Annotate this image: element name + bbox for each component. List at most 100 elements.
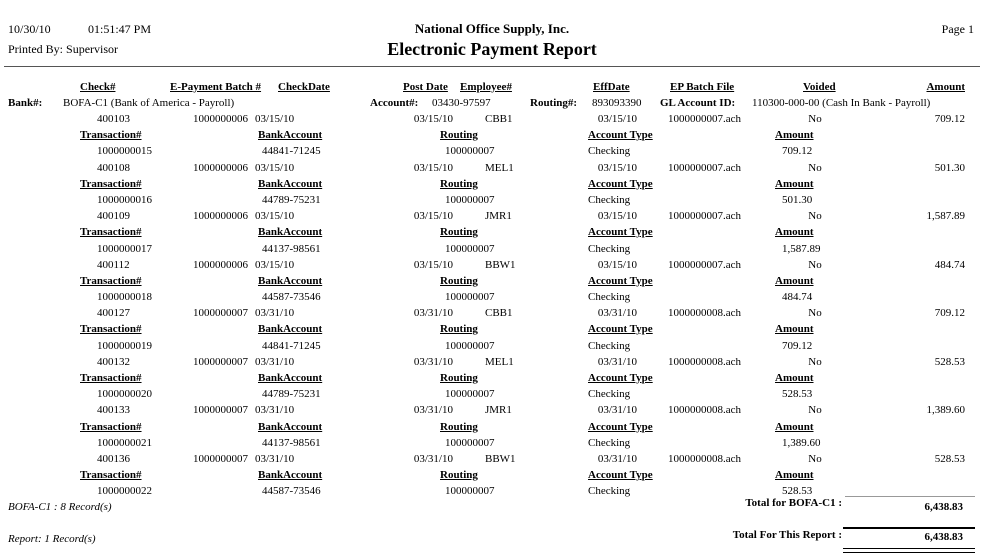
eff-date-cell: 03/15/10 [597, 113, 637, 125]
amount-cell: 709.12 [934, 307, 965, 320]
record-detail-header-row: Transaction# BankAccount Routing Account… [0, 371, 984, 387]
routing-number: 893093390 [592, 97, 642, 109]
account-type-cell: Checking [588, 436, 631, 449]
detail-header-bank-account: BankAccount [258, 274, 323, 287]
amount-cell: 484.74 [934, 258, 965, 271]
post-date-cell: 03/31/10 [413, 355, 453, 368]
amount-cell: 528.53 [934, 355, 965, 368]
account-number: 03430-97597 [432, 97, 491, 109]
records: 400103 1000000006 03/15/10 03/15/10 CBB1… [0, 112, 984, 501]
report-title: Electronic Payment Report [387, 39, 597, 59]
detail-header-amount: Amount [775, 129, 814, 142]
payment-record: 400133 1000000007 03/31/10 03/31/10 JMR1… [0, 403, 984, 452]
detail-header-routing: Routing [440, 469, 478, 482]
routing-number-label: Routing#: [530, 97, 578, 109]
detail-header-bank-account: BankAccount [258, 469, 323, 482]
eff-date-cell: 03/15/10 [597, 161, 637, 174]
bank-account-cell: 44841-71245 [262, 339, 321, 352]
transaction-number-cell: 1000000022 [97, 485, 152, 498]
detail-header-bank-account: BankAccount [258, 177, 323, 190]
eff-date-cell: 03/31/10 [597, 307, 637, 320]
transaction-number-cell: 1000000019 [97, 339, 152, 352]
detail-header-transaction: Transaction# [80, 226, 142, 239]
account-type-cell: Checking [588, 291, 631, 304]
col-header-epayment-batch: E-Payment Batch # [170, 81, 262, 93]
col-header-post-date: Post Date [403, 81, 448, 93]
post-date-cell: 03/15/10 [413, 161, 453, 174]
epayment-batch-cell: 1000000006 [193, 258, 248, 271]
post-date-cell: 03/31/10 [413, 452, 453, 465]
check-date-cell: 03/15/10 [255, 210, 295, 223]
record-main-row: 400109 1000000006 03/15/10 03/15/10 JMR1… [0, 209, 984, 225]
record-detail-header-row: Transaction# BankAccount Routing Account… [0, 322, 984, 338]
detail-header-account-type: Account Type [588, 323, 653, 336]
detail-header-transaction: Transaction# [80, 129, 142, 142]
record-detail-value-row: 1000000015 44841-71245 100000007 Checkin… [0, 144, 984, 160]
check-date-cell: 03/15/10 [255, 161, 295, 174]
detail-header-routing: Routing [440, 274, 478, 287]
check-date-cell: 03/15/10 [255, 113, 295, 125]
payment-record: 400127 1000000007 03/31/10 03/31/10 CBB1… [0, 306, 984, 355]
record-detail-value-row: 1000000022 44587-73546 100000007 Checkin… [0, 484, 984, 500]
ep-batch-file-cell: 1000000008.ach [668, 404, 742, 417]
detail-header-account-type: Account Type [588, 274, 653, 287]
detail-amount-cell: 501.30 [782, 193, 813, 206]
detail-header-amount: Amount [775, 177, 814, 190]
payment-record: 400112 1000000006 03/15/10 03/15/10 BBW1… [0, 258, 984, 307]
bank-name: BOFA-C1 (Bank of America - Payroll) [63, 97, 235, 109]
report-total-double-rule [843, 548, 975, 553]
record-main-row: 400127 1000000007 03/31/10 03/31/10 CBB1… [0, 306, 984, 322]
bank-total-amount: 6,438.83 [924, 501, 964, 513]
record-detail-value-row: 1000000019 44841-71245 100000007 Checkin… [0, 339, 984, 355]
detail-header-transaction: Transaction# [80, 323, 142, 336]
voided-cell: No [808, 404, 822, 417]
detail-amount-cell: 484.74 [782, 291, 813, 304]
employee-cell: JMR1 [485, 210, 512, 223]
ep-batch-file-cell: 1000000008.ach [668, 307, 742, 320]
record-main-row: 400132 1000000007 03/31/10 03/31/10 MEL1… [0, 355, 984, 371]
detail-header-bank-account: BankAccount [258, 226, 323, 239]
amount-cell: 1,587.89 [926, 210, 966, 223]
check-date-cell: 03/31/10 [255, 404, 295, 417]
detail-amount-cell: 1,389.60 [782, 436, 821, 449]
col-header-employee: Employee# [460, 81, 512, 93]
epayment-batch-cell: 1000000007 [193, 452, 248, 465]
column-header-row: Check# E-Payment Batch # CheckDate Post … [0, 80, 984, 96]
record-detail-value-row: 1000000020 44789-75231 100000007 Checkin… [0, 387, 984, 403]
detail-header-account-type: Account Type [588, 469, 653, 482]
company-name: National Office Supply, Inc. [414, 21, 570, 36]
detail-amount-cell: 709.12 [782, 339, 813, 352]
epayment-batch-cell: 1000000006 [193, 161, 248, 174]
record-detail-header-row: Transaction# BankAccount Routing Account… [0, 420, 984, 436]
record-detail-header-row: Transaction# BankAccount Routing Account… [0, 128, 984, 144]
ep-batch-file-cell: 1000000007.ach [668, 161, 742, 174]
detail-header-routing: Routing [440, 372, 478, 384]
account-type-cell: Checking [588, 242, 631, 255]
check-number-cell: 400133 [97, 404, 130, 417]
record-detail-header-row: Transaction# BankAccount Routing Account… [0, 177, 984, 193]
routing-cell: 100000007 [445, 388, 495, 401]
routing-cell: 100000007 [445, 339, 495, 352]
detail-amount-cell: 528.53 [782, 485, 813, 498]
detail-header-routing: Routing [440, 129, 478, 142]
check-date-cell: 03/31/10 [255, 307, 295, 320]
bank-account-cell: 44137-98561 [262, 242, 321, 255]
bank-account-cell: 44587-73546 [262, 291, 321, 304]
bank-label: Bank#: [8, 97, 43, 109]
epayment-batch-cell: 1000000006 [193, 113, 248, 125]
employee-cell: CBB1 [485, 307, 513, 320]
detail-header-routing: Routing [440, 226, 478, 239]
bank-total-label: Total for BOFA-C1 : [745, 497, 842, 509]
payment-record: 400132 1000000007 03/31/10 03/31/10 MEL1… [0, 355, 984, 404]
employee-cell: MEL1 [485, 355, 514, 368]
employee-cell: JMR1 [485, 404, 512, 417]
detail-header-transaction: Transaction# [80, 469, 142, 482]
routing-cell: 100000007 [445, 291, 495, 304]
check-number-cell: 400136 [97, 452, 130, 465]
transaction-number-cell: 1000000016 [97, 193, 152, 206]
detail-header-account-type: Account Type [588, 420, 653, 433]
transaction-number-cell: 1000000018 [97, 291, 152, 304]
routing-cell: 100000007 [445, 436, 495, 449]
transaction-number-cell: 1000000015 [97, 145, 152, 158]
voided-cell: No [808, 210, 822, 223]
